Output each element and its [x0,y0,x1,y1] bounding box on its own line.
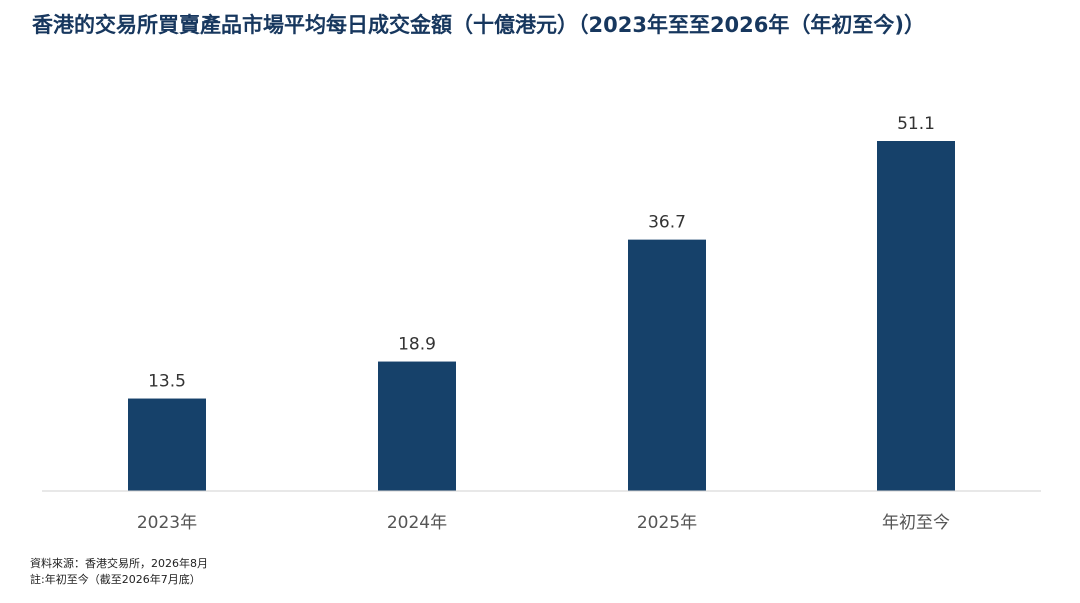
footnotes: 資料來源：香港交易所，2026年8月 註:年初至今（截至2026年7月底） [30,556,208,588]
category-label-3: 2025年 [637,513,697,533]
bar-value-label-1: 13.5 [148,372,186,392]
bar-2 [378,361,456,491]
category-label-1: 2023年 [137,513,197,533]
category-labels-group: 2023年 2024年 2025年 年初至今 [137,513,950,533]
bar-value-label-3: 36.7 [648,213,686,233]
bar-value-label-4: 51.1 [897,114,935,134]
ytd-note: 註:年初至今（截至2026年7月底） [30,573,201,586]
bars-group [128,141,955,491]
bar-3 [628,239,706,491]
chart-title: 香港的交易所買賣產品市場平均每日成交金額（十億港元）（2023年至至2026年（… [32,13,925,37]
category-label-2: 2024年 [387,513,447,533]
value-labels-group: 13.5 18.9 36.7 51.1 [148,114,935,392]
bar-1 [128,398,206,491]
source-note: 資料來源：香港交易所，2026年8月 [30,557,208,570]
bar-4 [877,141,955,491]
bar-value-label-2: 18.9 [398,335,436,355]
category-label-4: 年初至今 [882,513,950,533]
